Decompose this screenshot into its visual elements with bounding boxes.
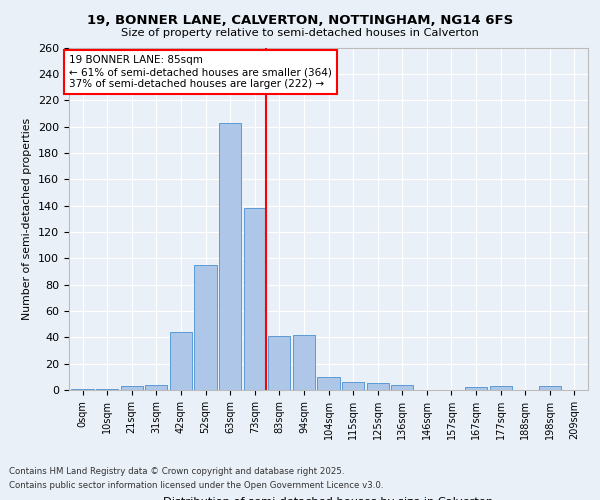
Text: Size of property relative to semi-detached houses in Calverton: Size of property relative to semi-detach… bbox=[121, 28, 479, 38]
Bar bbox=[121, 386, 143, 390]
Bar bbox=[96, 388, 118, 390]
Text: 19, BONNER LANE, CALVERTON, NOTTINGHAM, NG14 6FS: 19, BONNER LANE, CALVERTON, NOTTINGHAM, … bbox=[87, 14, 513, 27]
Bar bbox=[342, 382, 364, 390]
Bar bbox=[391, 384, 413, 390]
Bar bbox=[244, 208, 266, 390]
Bar bbox=[293, 334, 315, 390]
Bar bbox=[71, 388, 94, 390]
Bar bbox=[367, 384, 389, 390]
Text: 19 BONNER LANE: 85sqm
← 61% of semi-detached houses are smaller (364)
37% of sem: 19 BONNER LANE: 85sqm ← 61% of semi-deta… bbox=[69, 56, 332, 88]
Bar bbox=[490, 386, 512, 390]
Bar bbox=[145, 384, 167, 390]
Y-axis label: Number of semi-detached properties: Number of semi-detached properties bbox=[22, 118, 32, 320]
Bar bbox=[539, 386, 561, 390]
X-axis label: Distribution of semi-detached houses by size in Calverton: Distribution of semi-detached houses by … bbox=[163, 498, 494, 500]
Bar bbox=[194, 265, 217, 390]
Text: Contains public sector information licensed under the Open Government Licence v3: Contains public sector information licen… bbox=[9, 481, 383, 490]
Bar bbox=[219, 122, 241, 390]
Bar bbox=[268, 336, 290, 390]
Bar bbox=[170, 332, 192, 390]
Text: Contains HM Land Registry data © Crown copyright and database right 2025.: Contains HM Land Registry data © Crown c… bbox=[9, 467, 344, 476]
Bar bbox=[317, 377, 340, 390]
Bar bbox=[465, 388, 487, 390]
